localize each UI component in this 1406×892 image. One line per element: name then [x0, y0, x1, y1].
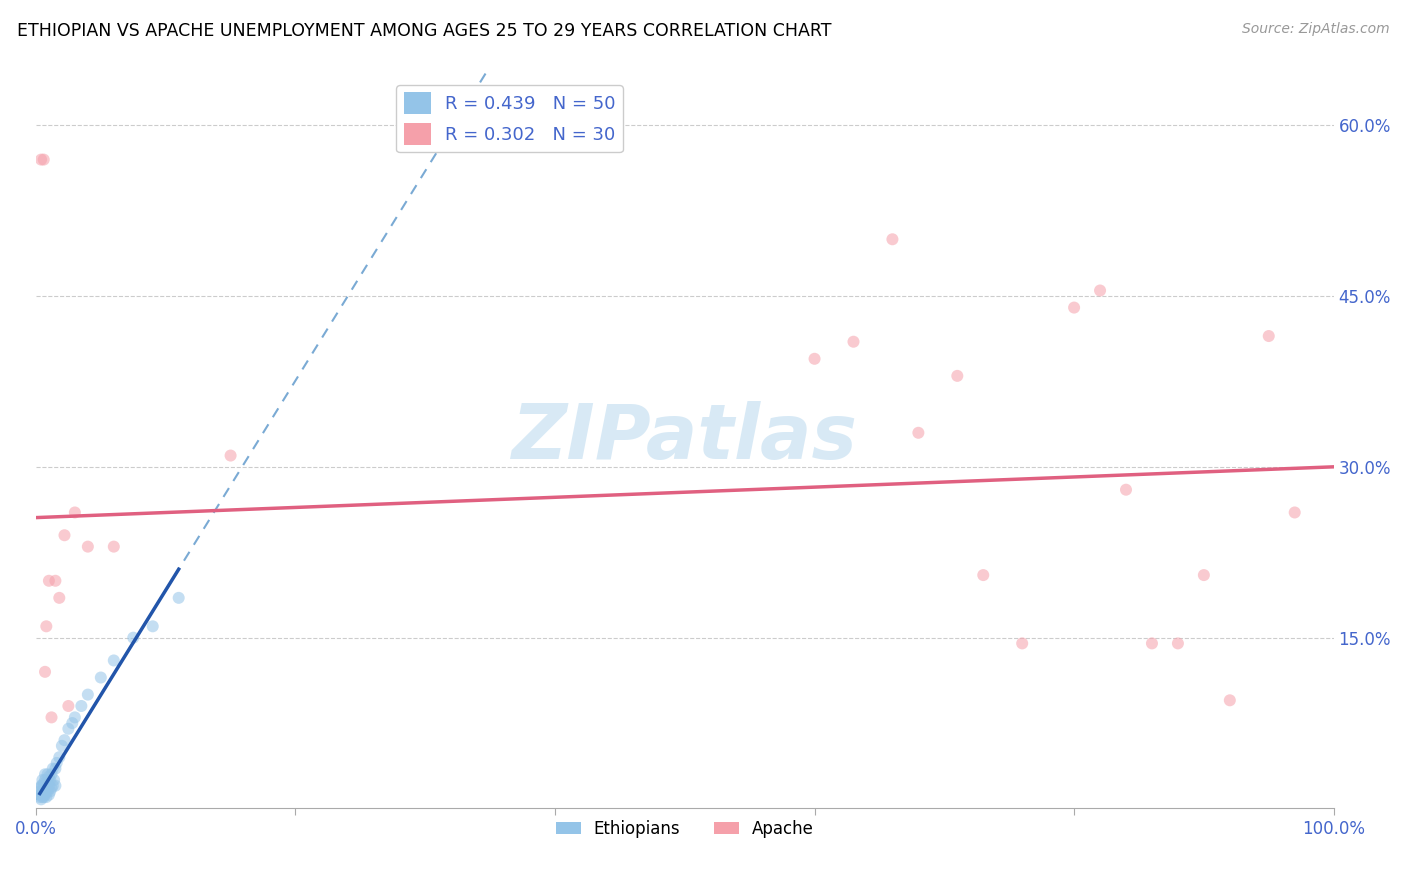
Point — [1140, 636, 1163, 650]
Point — [167, 591, 190, 605]
Text: Source: ZipAtlas.com: Source: ZipAtlas.com — [1241, 22, 1389, 37]
Point — [41, 767, 63, 781]
Point — [35, 790, 58, 805]
Point — [946, 368, 969, 383]
Point — [60, 716, 83, 731]
Point — [42, 762, 65, 776]
Point — [972, 568, 994, 582]
Point — [28, 784, 51, 798]
Point — [122, 631, 145, 645]
Point — [34, 665, 56, 679]
Point — [51, 739, 73, 753]
Point — [31, 790, 53, 805]
Point — [1192, 568, 1215, 582]
Point — [44, 779, 66, 793]
Point — [44, 574, 66, 588]
Point — [41, 710, 63, 724]
Point — [48, 750, 70, 764]
Point — [1219, 693, 1241, 707]
Point — [42, 772, 65, 787]
Point — [103, 540, 125, 554]
Point — [1011, 636, 1033, 650]
Point — [31, 772, 53, 787]
Point — [37, 767, 59, 781]
Point — [45, 756, 67, 770]
Point — [76, 540, 98, 554]
Point — [34, 780, 56, 795]
Point — [34, 767, 56, 781]
Point — [1167, 636, 1189, 650]
Point — [38, 779, 60, 793]
Point — [42, 779, 65, 793]
Point — [32, 153, 55, 167]
Point — [41, 780, 63, 795]
Point — [70, 698, 93, 713]
Point — [32, 790, 55, 805]
Point — [1063, 301, 1085, 315]
Point — [31, 779, 53, 793]
Point — [38, 788, 60, 802]
Point — [76, 688, 98, 702]
Text: ETHIOPIAN VS APACHE UNEMPLOYMENT AMONG AGES 25 TO 29 YEARS CORRELATION CHART: ETHIOPIAN VS APACHE UNEMPLOYMENT AMONG A… — [17, 22, 831, 40]
Point — [30, 792, 52, 806]
Point — [63, 710, 86, 724]
Point — [53, 528, 76, 542]
Point — [37, 784, 59, 798]
Point — [32, 784, 55, 798]
Point — [48, 591, 70, 605]
Point — [28, 780, 51, 795]
Point — [28, 788, 51, 802]
Text: ZIPatlas: ZIPatlas — [512, 401, 858, 475]
Point — [30, 153, 52, 167]
Point — [63, 506, 86, 520]
Point — [53, 733, 76, 747]
Point — [907, 425, 929, 440]
Point — [803, 351, 825, 366]
Point — [39, 772, 62, 787]
Point — [39, 784, 62, 798]
Point — [58, 722, 80, 736]
Point — [1115, 483, 1137, 497]
Point — [30, 779, 52, 793]
Point — [35, 619, 58, 633]
Point — [44, 762, 66, 776]
Point — [90, 671, 112, 685]
Point — [1284, 506, 1306, 520]
Point — [35, 779, 58, 793]
Point — [1088, 284, 1111, 298]
Point — [38, 770, 60, 784]
Point — [58, 698, 80, 713]
Point — [32, 776, 55, 790]
Point — [28, 790, 51, 805]
Point — [38, 574, 60, 588]
Point — [142, 619, 165, 633]
Point — [219, 449, 242, 463]
Point — [31, 784, 53, 798]
Point — [1257, 329, 1279, 343]
Point — [30, 788, 52, 802]
Point — [35, 784, 58, 798]
Point — [882, 232, 904, 246]
Point — [34, 772, 56, 787]
Point — [37, 776, 59, 790]
Point — [103, 653, 125, 667]
Point — [34, 788, 56, 802]
Point — [842, 334, 865, 349]
Legend: Ethiopians, Apache: Ethiopians, Apache — [548, 814, 821, 845]
